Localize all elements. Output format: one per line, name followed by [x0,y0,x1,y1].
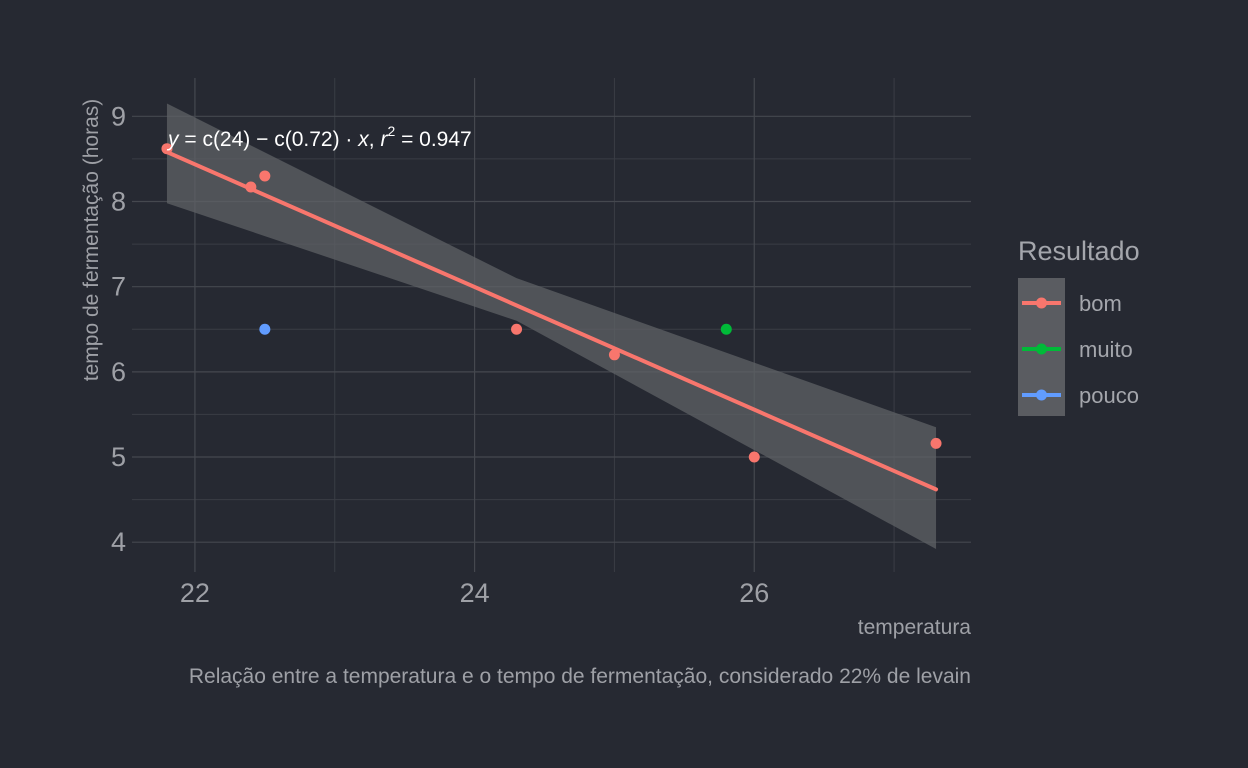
y-tick-label: 6 [111,357,126,387]
regression-line [164,150,939,492]
legend-label: pouco [1079,383,1139,408]
legend-key-point [1036,297,1047,309]
confidence-band-layer [166,103,937,550]
eq-dot: · [340,128,359,151]
y-tick-label: 9 [111,101,126,131]
legend-label: bom [1079,291,1122,316]
data-point-bom [161,143,173,155]
data-point-pouco [259,323,271,335]
eq-sep: , [369,128,381,151]
x-tick-label: 24 [460,578,490,608]
eq-r-value: = 0.947 [395,128,471,151]
legend: Resultado bom muito pouco [1018,236,1140,416]
legend-item-bom: bom [1022,291,1122,316]
eq-lhs: y [166,128,180,151]
data-point-bom [930,437,942,449]
x-axis-title: temperatura [858,616,972,639]
eq-equals: = [179,128,203,151]
data-point-bom [245,181,257,193]
legend-key-point [1036,343,1047,355]
y-axis-title: tempo de fermentação (horas) [80,99,103,381]
y-tick-label: 5 [111,442,126,472]
eq-minus: − [250,128,274,151]
x-axis-ticks: 22 24 26 [180,578,769,608]
eq-r: r [380,128,388,151]
eq-r-exp: 2 [387,123,395,139]
regression-equation: y = c(24) − c(0.72) · x, r2 = 0.947 [166,123,472,151]
x-tick-label: 26 [739,578,769,608]
x-tick-label: 22 [180,578,210,608]
eq-var: x [357,128,370,151]
confidence-band [166,103,937,550]
legend-label: muito [1079,337,1133,362]
eq-slope: c(0.72) [274,128,339,151]
points-layer [161,143,942,463]
legend-item-muito: muito [1022,337,1133,362]
y-tick-label: 8 [111,187,126,217]
legend-item-pouco: pouco [1022,383,1139,408]
data-point-bom [748,451,760,463]
legend-key-point [1036,389,1047,401]
data-point-bom [511,323,523,335]
data-point-muito [720,323,732,335]
fit-line-layer [164,150,939,492]
chart-caption: Relação entre a temperatura e o tempo de… [189,665,971,688]
y-tick-label: 4 [111,527,126,557]
eq-intercept: c(24) [202,128,250,151]
data-point-bom [608,349,620,361]
y-tick-label: 7 [111,272,126,302]
data-point-bom [259,170,271,182]
y-axis-ticks: 4 5 6 7 8 9 [111,101,126,557]
legend-title: Resultado [1018,236,1140,266]
